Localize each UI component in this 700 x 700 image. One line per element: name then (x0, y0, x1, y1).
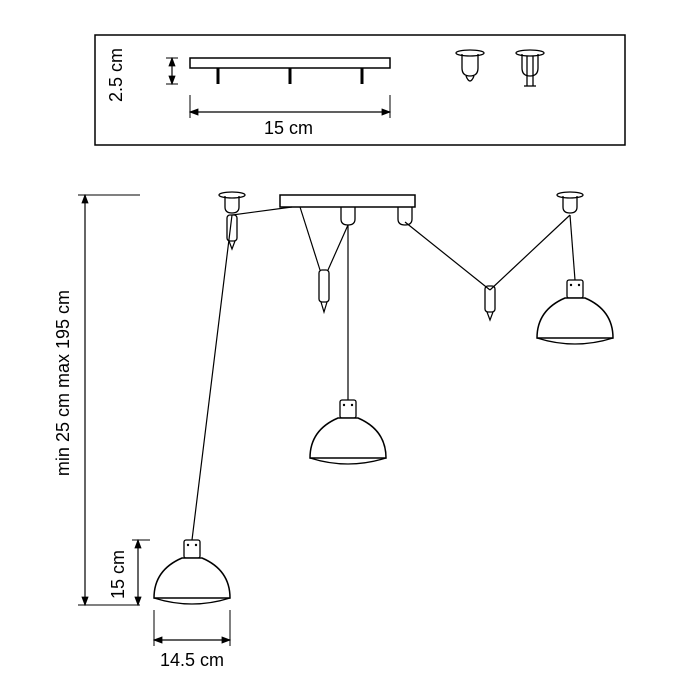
label-mount-height: 2.5 cm (106, 48, 127, 102)
anchor-far-right (557, 192, 583, 213)
label-mount-width: 15 cm (264, 118, 313, 139)
dim-mount-width (190, 95, 390, 118)
shade-1 (154, 540, 230, 604)
dim-mount-height (166, 58, 178, 84)
drawing-svg (0, 0, 700, 700)
technical-drawing: 2.5 cm 15 cm min 25 cm max 195 cm 15 cm … (0, 0, 700, 700)
connector-detail-2 (516, 50, 544, 86)
shade-2 (310, 400, 386, 464)
anchor-left (219, 192, 245, 213)
connector-detail-1 (456, 50, 484, 81)
label-shade-height: 15 cm (108, 550, 129, 599)
top-detail-box (95, 35, 625, 145)
dim-shade-height (132, 540, 150, 605)
mount-plate-side (190, 58, 390, 84)
counterweight (319, 270, 329, 312)
anchor-mid (341, 207, 355, 225)
joint-right (485, 286, 495, 320)
dim-shade-width (154, 610, 230, 646)
dim-drop-range (78, 195, 140, 605)
main-fixture (154, 192, 613, 604)
label-shade-width: 14.5 cm (160, 650, 224, 671)
label-drop-range: min 25 cm max 195 cm (53, 290, 74, 476)
shade-3 (537, 280, 613, 344)
